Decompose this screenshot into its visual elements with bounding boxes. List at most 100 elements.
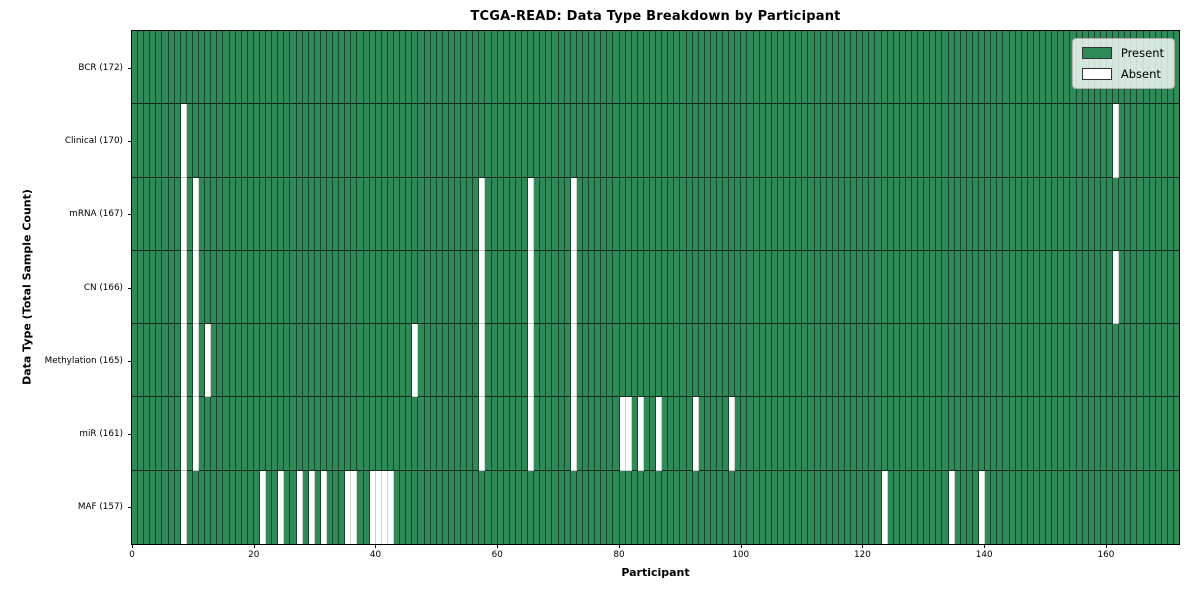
participant-cell [619,324,626,398]
participant-cell [1125,397,1132,471]
participant-cell [649,397,657,471]
participant-cell [1155,104,1162,178]
participant-cell [515,324,522,398]
participant-cell [1143,397,1150,471]
participant-cell [381,31,388,105]
participant-cell [747,250,754,325]
participant-cell [863,324,870,398]
participant-cell [509,324,516,398]
participant-cell [595,324,602,398]
participant-cell [1039,470,1047,544]
participant-cell [1119,250,1126,325]
participant-cell [710,104,717,178]
participant-cell [387,324,395,398]
participant-cell [278,31,285,105]
participant-cell [710,250,717,325]
participant-cell [162,397,169,471]
participant-cell [1082,250,1089,325]
participant-cell [564,470,571,544]
participant-cell [777,104,785,178]
participant-cell [387,397,395,471]
x-tick-mark [497,544,499,548]
participant-cell [753,324,760,398]
participant-cell [156,470,163,544]
participant-cell [735,324,742,398]
participant-cell [132,324,139,398]
participant-cell [320,324,327,398]
participant-cell [217,31,224,105]
participant-cell [1064,397,1071,471]
participant-cell [278,177,285,251]
participant-cell [473,250,480,325]
participant-cell [406,397,413,471]
participant-cell [327,31,334,105]
participant-cell [729,324,736,398]
participant-cell [607,470,614,544]
participant-cell [1137,397,1144,471]
participant-cell [290,397,297,471]
participant-cell [564,397,571,471]
participant-cell [418,397,425,471]
participant-cell [247,397,254,471]
x-tick-label: 140 [975,550,993,560]
participant-cell [186,177,193,251]
participant-cell [454,250,462,325]
participant-cell [308,324,315,398]
participant-cell [582,324,590,398]
participant-cell [1052,397,1059,471]
participant-cell [174,470,181,544]
participant-cell [1143,324,1150,398]
participant-cell [991,324,998,398]
participant-cell [905,104,912,178]
participant-cell [1167,250,1175,325]
participant-cell [430,104,437,178]
participant-cell [717,250,724,325]
participant-cell [369,31,376,105]
participant-cell [180,470,187,544]
participant-cell [192,31,200,105]
participant-cell [887,177,894,251]
participant-cell [302,104,309,178]
participant-cell [546,324,553,398]
participant-cell [1125,250,1132,325]
participant-cell [930,31,937,105]
participant-cell [1119,397,1126,471]
participant-cell [394,324,401,398]
participant-cell [375,250,382,325]
participant-cell [278,104,285,178]
participant-cell [887,104,894,178]
participant-cell [1094,470,1101,544]
participant-cell [717,397,724,471]
participant-cell [1015,31,1022,105]
participant-cell [717,104,724,178]
participant-cell [1088,104,1095,178]
participant-cell [1088,470,1095,544]
participant-cell [997,177,1004,251]
participant-cell [1167,177,1175,251]
participant-cell [302,324,309,398]
x-tick-label: 0 [129,550,135,560]
x-tick-label: 80 [613,550,625,560]
participant-cell [613,177,620,251]
participant-cell [582,250,590,325]
participant-cell [540,397,547,471]
participant-cell [899,177,906,251]
participant-cell [1174,177,1180,251]
participant-cell [333,104,340,178]
participant-cell [327,324,334,398]
participant-cell [1003,324,1010,398]
x-tick-mark [618,544,620,548]
participant-cell [272,104,279,178]
participant-cell [875,177,882,251]
participant-cell [180,324,187,398]
participant-cell [528,397,535,471]
participant-cell [613,397,620,471]
participant-cell [668,31,675,105]
participant-cell [1064,470,1071,544]
participant-cell [314,177,321,251]
participant-cell [247,104,254,178]
participant-cell [1149,177,1156,251]
participant-cell [942,250,949,325]
participant-cell [272,470,279,544]
y-tick-label: miR (161) [79,429,123,440]
